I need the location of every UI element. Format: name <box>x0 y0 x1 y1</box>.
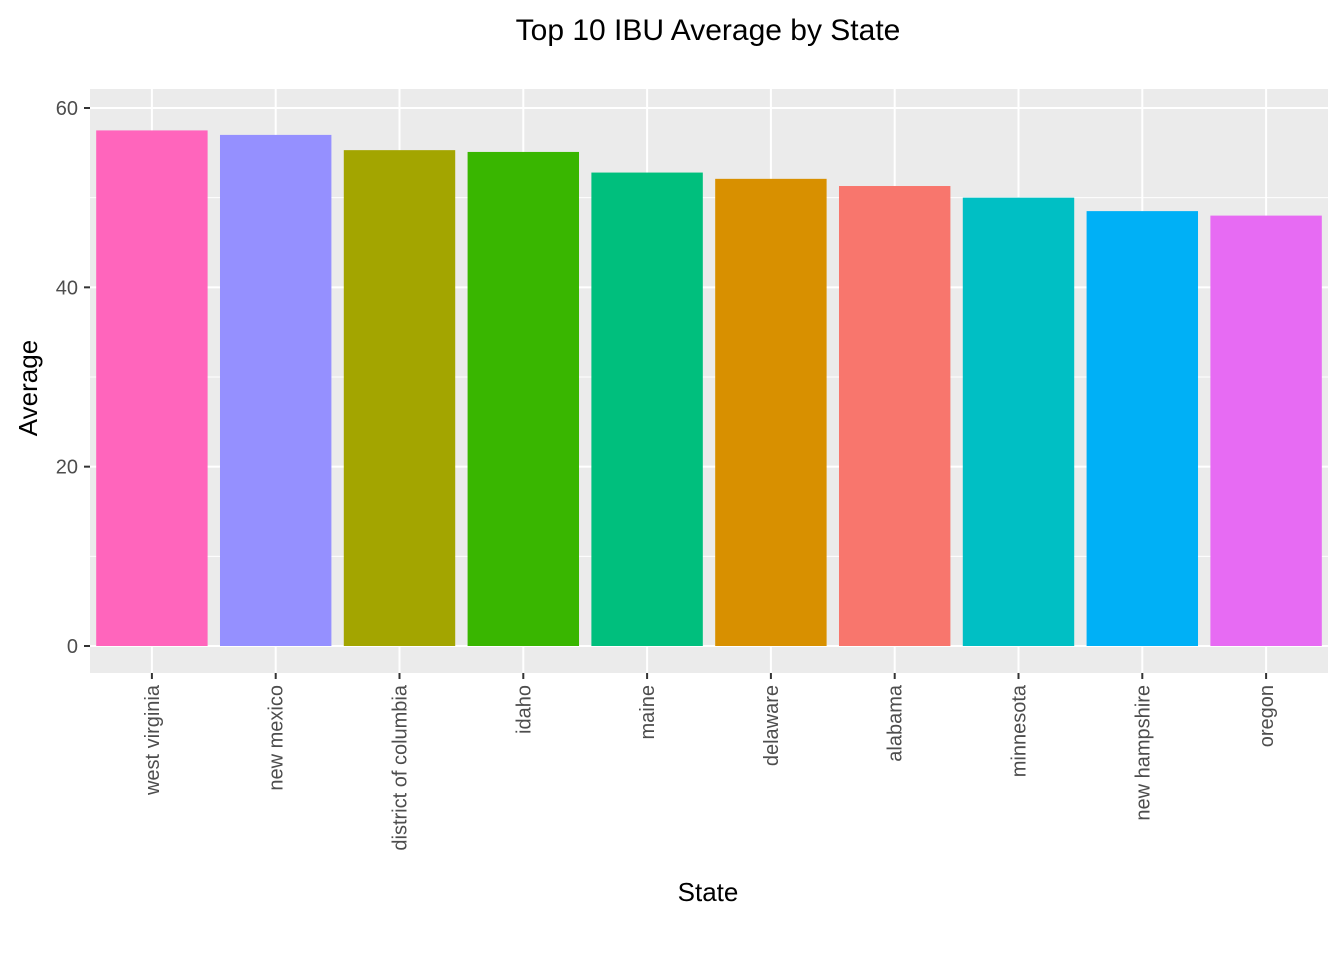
bar-new-mexico <box>219 134 332 646</box>
x-tick-label: new hampshire <box>1132 685 1154 821</box>
bar-new-hampshire <box>1086 211 1199 646</box>
bar-oregon <box>1210 215 1322 646</box>
x-tick-label: idaho <box>513 685 535 734</box>
y-tick-label: 60 <box>56 98 78 120</box>
x-tick-label: oregon <box>1256 685 1278 747</box>
bar-maine <box>591 172 703 646</box>
y-axis-title: Average <box>13 340 43 436</box>
x-tick-label: west virginia <box>142 684 164 796</box>
bar-minnesota <box>962 197 1075 646</box>
y-tick-label: 40 <box>56 277 78 299</box>
x-tick-label: new mexico <box>266 685 288 791</box>
x-tick-label: maine <box>637 685 659 739</box>
bar-delaware <box>715 178 827 646</box>
bar-west-virginia <box>96 130 208 646</box>
x-axis: west virginia new mexico district of colum… <box>142 673 1278 851</box>
bar-district-of-columbia <box>343 150 456 647</box>
bar-alabama <box>838 186 951 646</box>
x-tick-label: minnesota <box>1009 684 1031 777</box>
y-tick-label: 20 <box>56 457 78 479</box>
y-tick-label: 0 <box>67 636 78 658</box>
bars <box>96 130 1322 647</box>
y-axis: 0 20 40 60 <box>56 98 90 658</box>
chart-title: Top 10 IBU Average by State <box>516 14 901 47</box>
x-axis-title: State <box>678 877 739 907</box>
bar-idaho <box>467 151 580 647</box>
x-tick-label: district of columbia <box>390 684 412 850</box>
x-tick-label: alabama <box>885 684 907 762</box>
x-tick-label: delaware <box>761 685 783 766</box>
